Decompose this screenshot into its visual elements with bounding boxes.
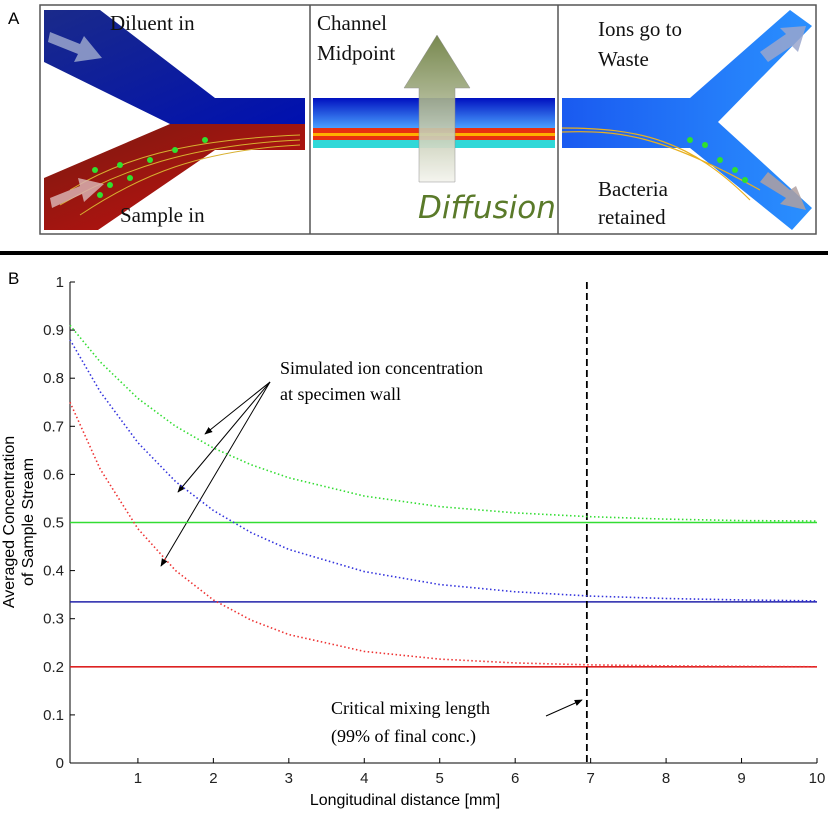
annotation-arrow [546,700,582,716]
x-tick-label: 6 [511,770,519,787]
concentration-curve [70,325,817,521]
x-tick-label: 5 [436,770,444,787]
x-tick-label: 4 [360,770,368,787]
x-tick-label: 9 [737,770,745,787]
panel-b: B Simulated ion concentration at specime… [1,269,825,809]
annotation: (99% of final conc.) [331,726,476,747]
y-tick-label: 0.3 [43,611,64,628]
y-tick-label: 0.5 [43,515,64,532]
y-axis-label: of Sample Stream [20,458,37,586]
y-tick-label: 0 [56,755,64,772]
label: Sample in [120,203,205,227]
annotation-arrow [178,382,270,492]
label: Diluent in [110,11,195,35]
annotation-arrow [161,382,270,566]
y-tick-label: 0.2 [43,659,64,676]
y-tick-label: 0.4 [43,563,64,580]
x-tick-label: 8 [662,770,670,787]
label: Waste [598,47,649,71]
annotation: Critical mixing length [331,698,490,718]
concentration-curve [70,340,817,601]
y-tick-label: 0.6 [43,466,64,483]
diffusion-label: Diffusion [418,190,556,226]
panel-label: A [8,9,20,28]
label: Bacteria [598,177,669,201]
y-tick-label: 0.9 [43,322,64,339]
y-axis-label: Averaged Concentration [1,436,18,608]
annotation: Simulated ion concentration [280,358,483,378]
panel-label: B [8,269,19,288]
x-axis-label: Longitudinal distance [mm] [310,792,500,809]
annotation-arrow [205,382,270,434]
y-tick-label: 1 [56,274,64,291]
x-tick-label: 3 [285,770,293,787]
y-tick-label: 0.8 [43,370,64,387]
y-tick-label: 0.1 [43,707,64,724]
concentration-curve [70,402,817,667]
label: Channel [317,11,387,35]
x-tick-label: 2 [209,770,217,787]
x-tick-label: 7 [586,770,594,787]
annotation: at specimen wall [280,384,401,404]
separator [0,251,828,255]
y-tick-label: 0.7 [43,418,64,435]
panel-a: A Diluent in Sample in Channel Midpoint … [8,5,816,234]
figure: A Diluent in Sample in Channel Midpoint … [0,0,828,813]
label: Ions go to [598,17,682,41]
label: Midpoint [317,41,395,65]
x-tick-label: 10 [809,770,826,787]
x-tick-label: 1 [134,770,142,787]
label: retained [598,205,666,229]
